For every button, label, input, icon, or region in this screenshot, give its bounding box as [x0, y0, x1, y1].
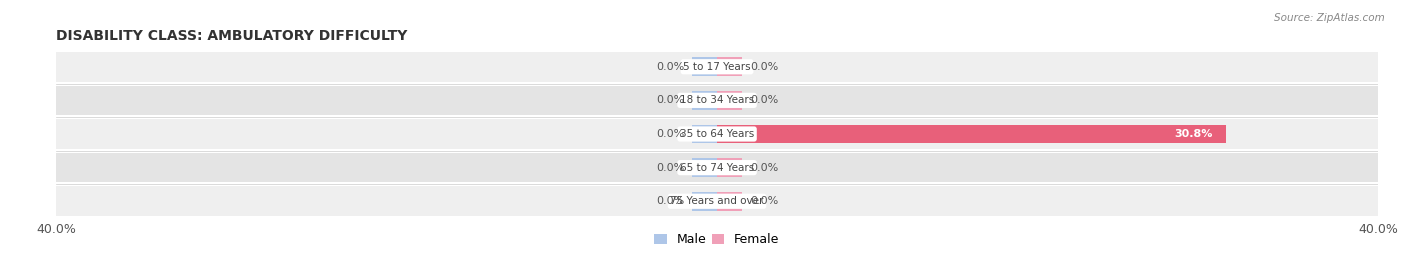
Bar	[717, 192, 742, 210]
Bar	[692, 91, 717, 110]
Text: 0.0%: 0.0%	[751, 95, 779, 105]
Text: 0.0%: 0.0%	[655, 62, 685, 72]
Legend: Male, Female: Male, Female	[650, 228, 785, 251]
Text: 0.0%: 0.0%	[751, 196, 779, 206]
Bar	[56, 85, 1378, 115]
Bar	[56, 187, 1378, 216]
Text: 18 to 34 Years: 18 to 34 Years	[681, 95, 754, 105]
Bar	[692, 58, 717, 76]
Text: 30.8%: 30.8%	[1174, 129, 1212, 139]
Bar	[56, 119, 1378, 149]
Text: 65 to 74 Years: 65 to 74 Years	[681, 163, 754, 173]
Text: 0.0%: 0.0%	[655, 95, 685, 105]
Bar	[692, 158, 717, 177]
Bar	[692, 125, 717, 143]
Text: 0.0%: 0.0%	[655, 129, 685, 139]
Text: 0.0%: 0.0%	[655, 196, 685, 206]
Bar	[56, 153, 1378, 183]
Bar	[56, 52, 1378, 81]
Bar	[717, 58, 742, 76]
Bar	[717, 158, 742, 177]
Text: 35 to 64 Years: 35 to 64 Years	[681, 129, 754, 139]
Text: 0.0%: 0.0%	[751, 163, 779, 173]
Bar	[717, 125, 1226, 143]
Text: Source: ZipAtlas.com: Source: ZipAtlas.com	[1274, 13, 1385, 23]
Text: 0.0%: 0.0%	[751, 62, 779, 72]
Text: 5 to 17 Years: 5 to 17 Years	[683, 62, 751, 72]
Text: DISABILITY CLASS: AMBULATORY DIFFICULTY: DISABILITY CLASS: AMBULATORY DIFFICULTY	[56, 29, 408, 43]
Bar	[692, 192, 717, 210]
Text: 0.0%: 0.0%	[655, 163, 685, 173]
Bar	[717, 91, 742, 110]
Text: 75 Years and over: 75 Years and over	[671, 196, 763, 206]
